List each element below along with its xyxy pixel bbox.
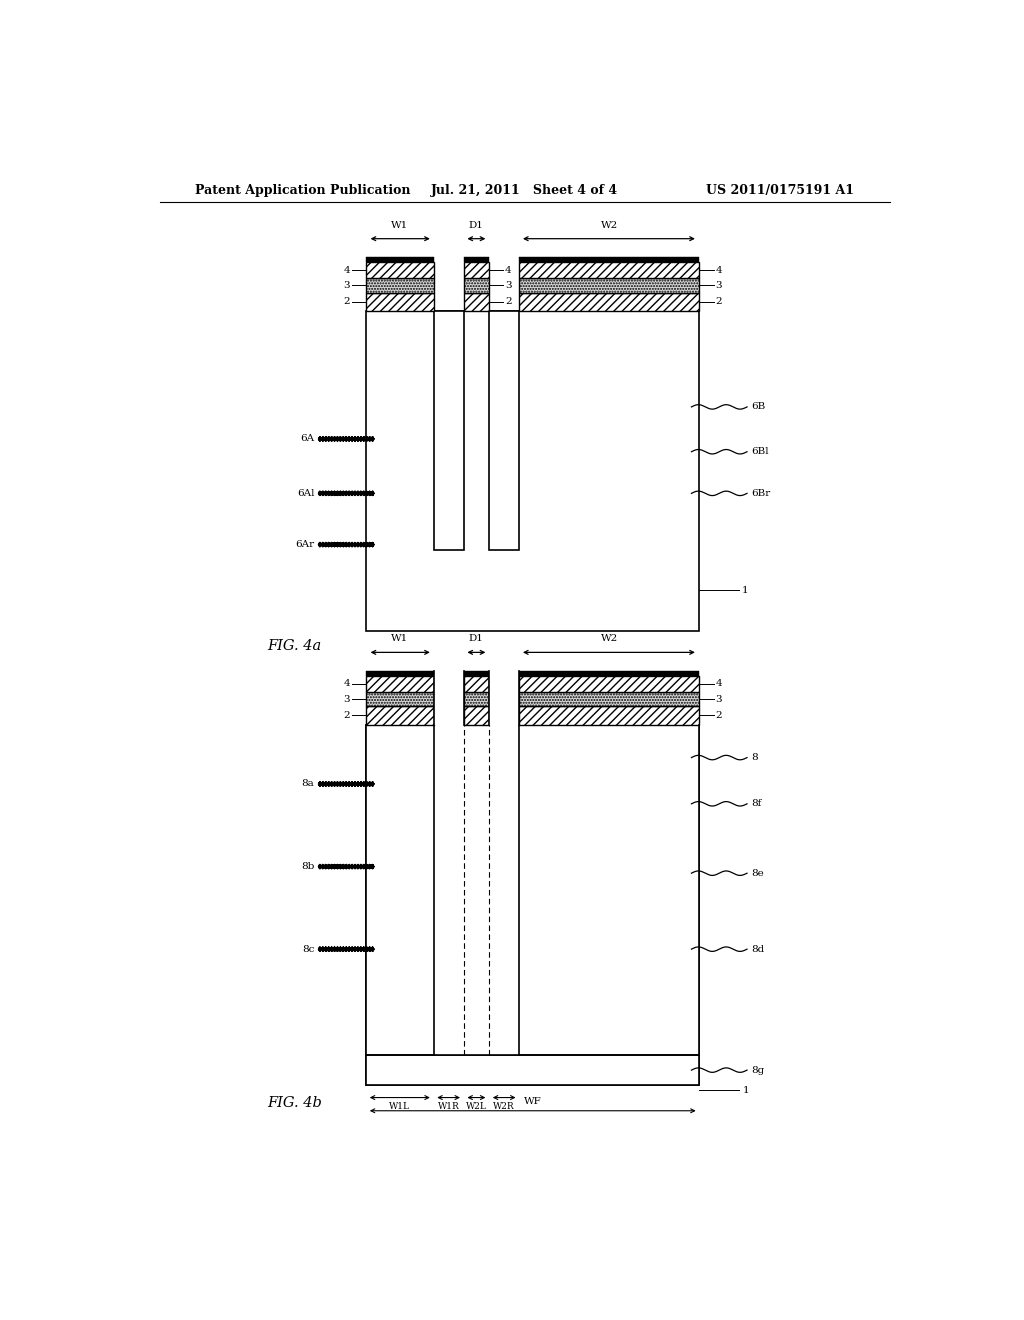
- Text: WF: WF: [524, 1097, 542, 1106]
- Text: 8a: 8a: [302, 780, 314, 788]
- Text: 4: 4: [505, 265, 512, 275]
- Text: 2: 2: [715, 297, 722, 306]
- Bar: [367, 725, 699, 1055]
- Text: FIG. 4b: FIG. 4b: [267, 1096, 322, 1110]
- Bar: [489, 312, 519, 549]
- Bar: [464, 263, 489, 279]
- Text: 6A: 6A: [300, 434, 314, 444]
- Text: W1L: W1L: [389, 1102, 411, 1110]
- Bar: [433, 312, 464, 549]
- Text: W2L: W2L: [466, 1102, 486, 1110]
- Text: 3: 3: [344, 281, 350, 290]
- Text: 4: 4: [505, 680, 512, 688]
- Bar: [367, 279, 433, 293]
- Text: 6Al: 6Al: [297, 488, 314, 498]
- Bar: [464, 279, 489, 293]
- Bar: [519, 263, 699, 279]
- Bar: [433, 725, 519, 1055]
- Bar: [519, 676, 699, 692]
- Bar: [519, 257, 699, 263]
- Bar: [464, 676, 489, 692]
- Bar: [489, 671, 519, 725]
- Text: D1: D1: [469, 220, 483, 230]
- Text: 2: 2: [715, 711, 722, 719]
- Text: 1: 1: [741, 586, 749, 595]
- Text: 4: 4: [344, 265, 350, 275]
- Text: W2: W2: [601, 634, 617, 643]
- Bar: [367, 725, 433, 1055]
- Text: 8g: 8g: [751, 1065, 764, 1074]
- Text: 4: 4: [715, 265, 722, 275]
- Text: FIG. 4a: FIG. 4a: [267, 639, 322, 653]
- Text: 4: 4: [344, 680, 350, 688]
- Bar: [433, 671, 464, 725]
- Bar: [519, 706, 699, 725]
- Bar: [464, 725, 489, 1055]
- Bar: [519, 692, 699, 706]
- Bar: [367, 671, 433, 676]
- Text: 3: 3: [505, 694, 512, 704]
- Text: 6Br: 6Br: [751, 488, 770, 498]
- Text: 1: 1: [743, 1086, 750, 1094]
- Bar: [367, 312, 699, 631]
- Bar: [464, 692, 489, 706]
- Bar: [464, 706, 489, 725]
- Text: D1: D1: [469, 634, 483, 643]
- Text: W1: W1: [391, 634, 409, 643]
- Text: 8: 8: [751, 754, 758, 762]
- Text: 3: 3: [715, 281, 722, 290]
- Text: 2: 2: [344, 711, 350, 719]
- Text: 3: 3: [715, 694, 722, 704]
- Bar: [519, 725, 699, 1055]
- Text: 6Bl: 6Bl: [751, 447, 769, 457]
- Bar: [367, 706, 433, 725]
- Bar: [367, 1055, 699, 1085]
- Bar: [519, 279, 699, 293]
- Text: 4: 4: [715, 680, 722, 688]
- Text: 2: 2: [505, 711, 512, 719]
- Text: 6Ar: 6Ar: [295, 540, 314, 549]
- Text: US 2011/0175191 A1: US 2011/0175191 A1: [707, 185, 854, 198]
- Text: 3: 3: [344, 694, 350, 704]
- Bar: [519, 293, 699, 312]
- Text: W1: W1: [391, 220, 409, 230]
- Text: 2: 2: [344, 297, 350, 306]
- Bar: [367, 692, 433, 706]
- Text: W1R: W1R: [437, 1102, 460, 1110]
- Text: 8e: 8e: [751, 869, 764, 878]
- Text: W2: W2: [601, 220, 617, 230]
- Bar: [367, 676, 433, 692]
- Text: Jul. 21, 2011   Sheet 4 of 4: Jul. 21, 2011 Sheet 4 of 4: [431, 185, 618, 198]
- Text: 3: 3: [505, 281, 512, 290]
- Text: W2R: W2R: [494, 1102, 515, 1110]
- Bar: [464, 257, 489, 263]
- Bar: [367, 293, 433, 312]
- Text: 8b: 8b: [301, 862, 314, 871]
- Text: 2: 2: [505, 297, 512, 306]
- Text: 8d: 8d: [751, 945, 764, 953]
- Bar: [464, 293, 489, 312]
- Text: 8f: 8f: [751, 800, 762, 808]
- Bar: [367, 257, 433, 263]
- Bar: [367, 725, 699, 1085]
- Bar: [464, 671, 489, 676]
- Bar: [489, 725, 519, 1055]
- Bar: [367, 263, 433, 279]
- Text: 8c: 8c: [302, 945, 314, 953]
- Text: 6B: 6B: [751, 403, 765, 412]
- Bar: [433, 725, 464, 1055]
- Text: Patent Application Publication: Patent Application Publication: [196, 185, 411, 198]
- Bar: [519, 671, 699, 676]
